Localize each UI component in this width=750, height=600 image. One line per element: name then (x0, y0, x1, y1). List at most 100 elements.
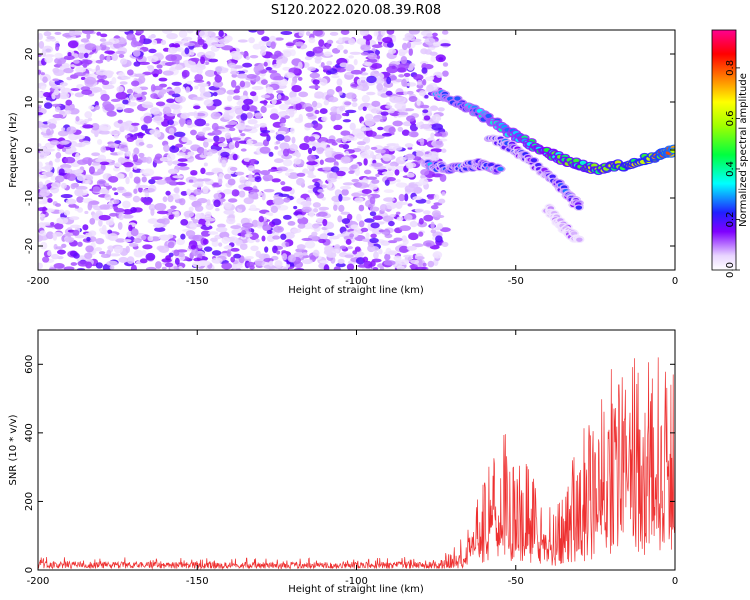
heatmap-noise-blob (360, 67, 366, 72)
x-tick-label: 0 (672, 276, 678, 287)
heatmap-noise-blob (210, 237, 218, 242)
heatmap-noise-blob (145, 266, 157, 270)
heatmap-noise-blob (397, 126, 404, 132)
heatmap-noise-blob (240, 148, 247, 152)
heatmap-noise-blob (222, 188, 233, 195)
heatmap-noise-blob (202, 185, 209, 194)
heatmap-noise-blob (422, 109, 429, 114)
heatmap-noise-blob (136, 184, 149, 189)
heatmap-noise-blob (415, 256, 425, 260)
heatmap-noise-blob (265, 66, 273, 71)
heatmap-noise-blob (63, 209, 71, 216)
heatmap-noise-blob (83, 118, 89, 124)
heatmap-noise-blob (369, 237, 379, 244)
heatmap-noise-blob (158, 77, 168, 82)
heatmap-noise-blob (166, 33, 178, 40)
heatmap-noise-blob (246, 74, 257, 79)
heatmap-noise-blob (423, 115, 431, 121)
heatmap-noise-blob (237, 204, 246, 210)
heatmap-noise-blob (248, 173, 253, 181)
heatmap-noise-blob (293, 205, 298, 210)
heatmap-trace-core (573, 158, 580, 163)
heatmap-noise-blob (141, 235, 147, 241)
heatmap-noise-blob (81, 157, 94, 165)
heatmap-noise-blob (101, 80, 110, 86)
heatmap-noise-blob (322, 65, 332, 71)
heatmap-noise-blob (318, 39, 325, 47)
heatmap-noise-blob (218, 242, 223, 247)
heatmap-noise-blob (142, 244, 153, 250)
heatmap-noise-blob (49, 267, 57, 270)
heatmap-noise-blob (356, 213, 362, 222)
heatmap-noise-blob (377, 168, 388, 173)
heatmap-noise-blob (114, 162, 122, 167)
heatmap-noise-blob (437, 107, 445, 112)
heatmap-noise-blob (117, 151, 124, 156)
heatmap-noise-blob (360, 151, 370, 159)
heatmap-noise-blob (54, 57, 67, 65)
heatmap-noise-blob (337, 215, 343, 223)
heatmap-noise-blob (282, 159, 293, 167)
heatmap-noise-blob (244, 233, 253, 238)
heatmap-noise-blob (183, 210, 195, 218)
heatmap-noise-blob (42, 45, 53, 54)
heatmap-noise-blob (329, 31, 339, 36)
heatmap-noise-blob (404, 184, 416, 193)
heatmap-noise-blob (193, 188, 202, 196)
heatmap-noise-blob (323, 264, 330, 270)
heatmap-noise-blob (99, 38, 107, 42)
heatmap-trace-core (549, 174, 556, 179)
heatmap-noise-blob (75, 116, 80, 122)
heatmap-noise-blob (329, 172, 338, 180)
heatmap-noise-blob (250, 245, 259, 252)
heatmap-noise-blob (126, 33, 136, 41)
heatmap-noise-blob (307, 164, 313, 170)
heatmap-noise-blob (55, 43, 60, 52)
heatmap-noise-blob (145, 156, 153, 164)
heatmap-noise-blob (339, 62, 349, 68)
heatmap-noise-blob (116, 85, 124, 93)
heatmap-noise-blob (175, 143, 184, 148)
heatmap-noise-blob (354, 168, 361, 177)
heatmap-noise-blob (442, 62, 449, 67)
heatmap-noise-blob (299, 142, 310, 151)
heatmap-noise-blob (280, 30, 293, 35)
heatmap-noise-blob (361, 94, 371, 103)
heatmap-noise-blob (171, 47, 181, 52)
heatmap-noise-blob (282, 214, 292, 220)
heatmap-noise-blob (426, 33, 433, 38)
heatmap-noise-blob (54, 52, 63, 59)
heatmap-noise-blob (335, 262, 346, 268)
heatmap-noise-blob (157, 68, 163, 75)
heatmap-noise-blob (164, 262, 174, 268)
heatmap-noise-blob (371, 44, 383, 49)
heatmap-noise-blob (348, 170, 355, 175)
heatmap-noise-blob (52, 117, 62, 121)
heatmap-noise-blob (204, 217, 216, 222)
heatmap-noise-blob (254, 176, 262, 183)
heatmap-noise-blob (337, 258, 345, 265)
heatmap-noise-blob (306, 112, 314, 117)
heatmap-noise-blob (393, 255, 402, 261)
heatmap-noise-blob (420, 48, 428, 55)
heatmap-noise-blob (275, 134, 285, 141)
heatmap-noise-blob (344, 150, 350, 156)
heatmap-noise-blob (197, 244, 203, 249)
heatmap-noise-blob (249, 204, 257, 211)
heatmap-noise-blob (317, 211, 328, 217)
heatmap-noise-blob (319, 159, 324, 165)
heatmap-noise-blob (348, 55, 354, 59)
heatmap-noise-blob (300, 201, 312, 206)
heatmap-noise-blob (407, 256, 412, 262)
heatmap-x-axis-label: Height of straight line (km) (288, 285, 424, 296)
heatmap-noise-blob (366, 91, 376, 96)
heatmap-noise-blob (356, 141, 366, 146)
heatmap-noise-blob (370, 146, 378, 150)
heatmap-noise-blob (99, 123, 111, 132)
heatmap-noise-blob (117, 221, 123, 230)
heatmap-noise-blob (102, 101, 112, 108)
heatmap-noise-blob (38, 41, 45, 49)
heatmap-noise-blob (112, 187, 117, 191)
heatmap-noise-blob (104, 182, 110, 187)
heatmap-noise-blob (240, 113, 248, 121)
